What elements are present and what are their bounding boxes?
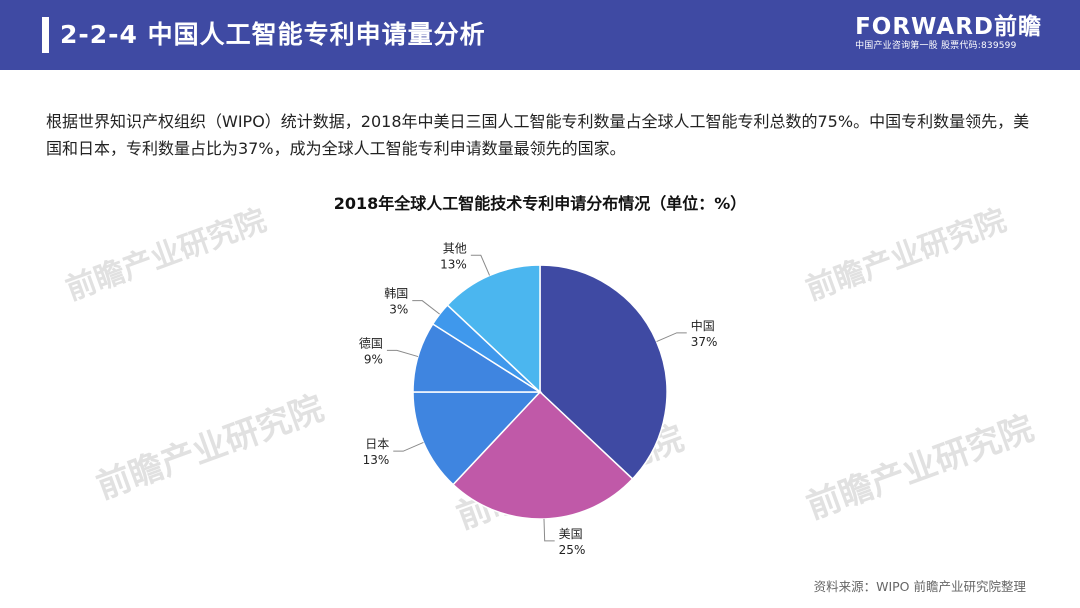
leader-line-2 [393, 441, 424, 452]
source-note: 资料来源：WIPO 前瞻产业研究院整理 [813, 579, 1026, 594]
leader-line-0 [656, 332, 687, 343]
slice-value-label-4: 3% [389, 303, 408, 317]
title-accent-bar [42, 17, 49, 53]
slice-value-label-1: 25% [559, 543, 586, 557]
header-bar: 2-2-4 中国人工智能专利申请量分析 FORWARD前瞻 中国产业咨询第一股 … [0, 0, 1080, 70]
slice-label-0: 中国 [691, 318, 715, 333]
pie-slice-5 [446, 264, 541, 394]
slice-value-label-5: 13% [440, 257, 467, 271]
slice-label-2: 日本 [365, 437, 389, 451]
pie-slice-0 [539, 264, 668, 480]
pie-slice-2 [412, 391, 542, 486]
leader-line-4 [412, 300, 440, 315]
slice-value-label-0: 37% [691, 335, 718, 349]
brand-logo: FORWARD前瞻 中国产业咨询第一股 股票代码:839599 [855, 14, 1042, 52]
chart-title: 2018年全球人工智能技术专利申请分布情况（单位：%） [333, 194, 747, 213]
brand-name: FORWARD前瞻 [855, 14, 1042, 40]
slice-label-4: 韩国 [384, 286, 408, 301]
leader-line-5 [470, 254, 491, 276]
slice-label-1: 美国 [559, 527, 583, 541]
page-title: 2-2-4 中国人工智能专利申请量分析 [60, 20, 486, 49]
pie-slice-1 [452, 390, 634, 520]
brand-tagline: 中国产业咨询第一股 股票代码:839599 [855, 41, 1017, 51]
slice-value-label-2: 13% [363, 453, 390, 467]
slice-label-3: 德国 [359, 335, 383, 350]
intro-paragraph: 根据世界知识产权组织（WIPO）统计数据，2018年中美日三国人工智能专利数量占… [46, 112, 1030, 158]
leader-line-1 [543, 518, 555, 542]
slice-value-label-3: 9% [364, 352, 383, 366]
leader-line-3 [386, 349, 419, 358]
slice-label-5: 其他 [443, 241, 467, 255]
